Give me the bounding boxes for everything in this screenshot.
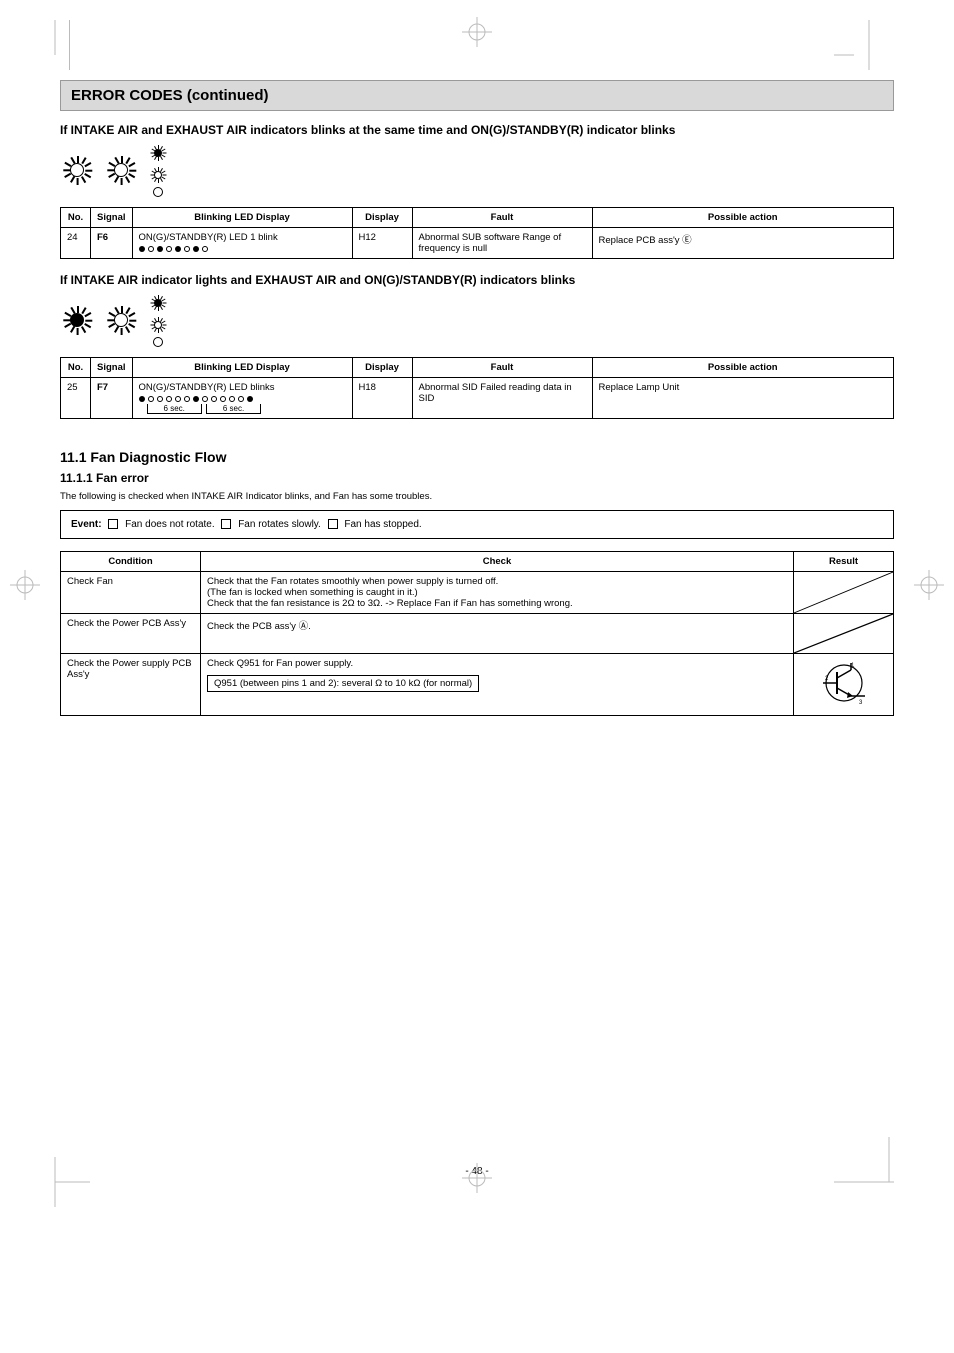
svg-text:2: 2 [825, 676, 829, 682]
blink-text: ON(G)/STANDBY(R) LED blinks [139, 382, 346, 393]
col-header-no: No. [61, 208, 91, 228]
col-header-fault: Fault [412, 358, 592, 378]
diag-condition: Check Fan [61, 572, 201, 614]
error-table-2: No. Signal Blinking LED Display Display … [60, 357, 894, 419]
diagnosis-subheading: 11.1.1 Fan error [60, 471, 894, 485]
diag-check: Check the PCB ass'y Ⓐ. [201, 614, 794, 654]
diag-result-slash-icon [794, 572, 894, 614]
seq-label-a: 6 sec. [147, 404, 202, 414]
blink-sequence-icon [139, 396, 346, 402]
led-icon-row-1: /*rays added below via JS helper*/ [60, 143, 894, 197]
diag-header-condition: Condition [61, 552, 201, 572]
cell-action: Replace Lamp Unit [592, 378, 893, 419]
table-row: 25 F7 ON(G)/STANDBY(R) LED blinks 6 sec.… [61, 378, 894, 419]
standby-led-stack-icon [148, 143, 168, 197]
diag-header-result: Result [794, 552, 894, 572]
standby-led-stack-icon [148, 293, 168, 347]
col-header-action: Possible action [592, 208, 893, 228]
diag-result-transistor-icon: 1 2 3 [794, 654, 894, 716]
col-header-display: Display [352, 208, 412, 228]
intake-air-led-lit-icon [60, 303, 94, 337]
blink-text: ON(G)/STANDBY(R) LED 1 blink [139, 232, 346, 243]
diagnosis-note: The following is checked when INTAKE AIR… [60, 491, 894, 502]
page-title: ERROR CODES (continued) [60, 80, 894, 111]
diag-header-check: Check [201, 552, 794, 572]
cell-display: H18 [352, 378, 412, 419]
checkbox-icon [328, 519, 338, 529]
svg-text:3: 3 [859, 700, 863, 706]
checkbox-icon [221, 519, 231, 529]
table-row: Check the Power PCB Ass'y Check the PCB … [61, 614, 894, 654]
exhaust-air-led-icon [104, 303, 138, 337]
cell-action: Replace PCB ass'y Ⓔ [592, 228, 893, 259]
col-header-signal: Signal [91, 358, 133, 378]
event-box: Event: Fan does not rotate. Fan rotates … [60, 510, 894, 539]
diag-condition: Check the Power supply PCB Ass'y [61, 654, 201, 716]
cell-no: 25 [61, 378, 91, 419]
seq-label-b: 6 sec. [206, 404, 261, 414]
section-heading-1: If INTAKE AIR and EXHAUST AIR indicators… [60, 123, 894, 137]
diagnosis-heading: 11.1 Fan Diagnostic Flow [60, 449, 894, 465]
table-row: Check the Power supply PCB Ass'y Check Q… [61, 654, 894, 716]
cell-blink: ON(G)/STANDBY(R) LED blinks 6 sec. 6 sec… [132, 378, 352, 419]
event-case: Fan rotates slowly. [238, 519, 321, 530]
cell-fault: Abnormal SUB software Range of frequency… [412, 228, 592, 259]
diag-result-slash-icon [794, 614, 894, 654]
checkbox-icon [108, 519, 118, 529]
cell-fault: Abnormal SID Failed reading data in SID [412, 378, 592, 419]
section-heading-2: If INTAKE AIR indicator lights and EXHAU… [60, 273, 894, 287]
diag-check: Check Q951 for Fan power supply. Q951 (b… [201, 654, 794, 716]
exhaust-air-led-icon [104, 153, 138, 187]
col-header-blink: Blinking LED Display [132, 358, 352, 378]
page-content: ERROR CODES (continued) If INTAKE AIR an… [0, 0, 954, 1217]
cell-signal: F6 [91, 228, 133, 259]
diag-condition: Check the Power PCB Ass'y [61, 614, 201, 654]
cell-display: H12 [352, 228, 412, 259]
diagnosis-table: Condition Check Result Check Fan Check t… [60, 551, 894, 716]
cell-signal: F7 [91, 378, 133, 419]
error-table-1: No. Signal Blinking LED Display Display … [60, 207, 894, 259]
led-icon-row-2 [60, 293, 894, 347]
blink-sequence-icon [139, 246, 346, 252]
col-header-no: No. [61, 358, 91, 378]
col-header-blink: Blinking LED Display [132, 208, 352, 228]
event-case: Fan has stopped. [344, 519, 421, 530]
col-header-display: Display [352, 358, 412, 378]
col-header-fault: Fault [412, 208, 592, 228]
event-case: Fan does not rotate. [125, 519, 215, 530]
col-header-action: Possible action [592, 358, 893, 378]
diag-check: Check that the Fan rotates smoothly when… [201, 572, 794, 614]
table-row: Check Fan Check that the Fan rotates smo… [61, 572, 894, 614]
table-row: 24 F6 ON(G)/STANDBY(R) LED 1 blink H12 A… [61, 228, 894, 259]
cell-blink: ON(G)/STANDBY(R) LED 1 blink [132, 228, 352, 259]
event-prefix: Event: [71, 519, 102, 530]
col-header-signal: Signal [91, 208, 133, 228]
intake-air-led-icon: /*rays added below via JS helper*/ [60, 153, 94, 187]
page-number: - 48 - [60, 1166, 894, 1177]
cell-no: 24 [61, 228, 91, 259]
